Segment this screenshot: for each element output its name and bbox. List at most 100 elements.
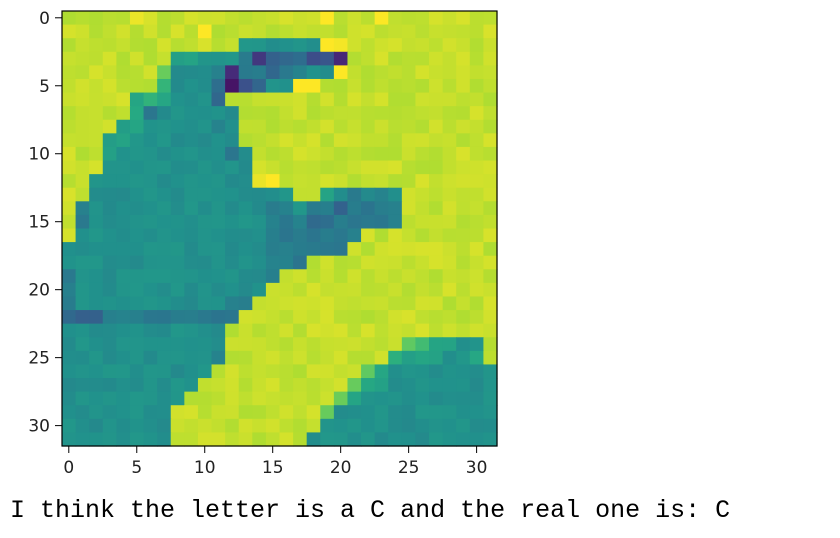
heatmap-cell (374, 255, 389, 270)
heatmap-cell (361, 38, 376, 53)
heatmap-cell (75, 51, 90, 66)
heatmap-cell (184, 133, 199, 148)
heatmap-cell (116, 78, 131, 94)
heatmap-cell (252, 269, 267, 284)
heatmap-cell (157, 405, 172, 420)
heatmap-cell (265, 323, 281, 338)
heatmap-cell (361, 378, 376, 393)
heatmap-cell (157, 337, 172, 352)
heatmap-cell (225, 65, 240, 80)
heatmap-cell (265, 255, 281, 270)
heatmap-cell (265, 296, 281, 311)
heatmap-cell (320, 78, 335, 94)
heatmap-cell (143, 432, 158, 447)
heatmap-cell (333, 92, 349, 107)
heatmap-cell (157, 65, 172, 80)
heatmap-cell (157, 187, 172, 202)
heatmap-cell (401, 255, 417, 270)
heatmap-cell (89, 310, 104, 325)
heatmap-cell (211, 106, 226, 121)
heatmap-cell (129, 337, 145, 352)
heatmap-cell (62, 65, 77, 80)
heatmap-cell (374, 337, 389, 352)
heatmap-cell (184, 24, 199, 39)
heatmap-cell (333, 418, 349, 433)
heatmap-cell (415, 119, 430, 134)
heatmap-cell (129, 65, 145, 80)
heatmap-cell (401, 282, 417, 298)
heatmap-cell (429, 364, 444, 379)
heatmap-cell (157, 106, 172, 121)
heatmap-cell (279, 350, 294, 366)
heatmap-cell (238, 24, 253, 39)
heatmap-cell (293, 24, 308, 39)
heatmap-cell (252, 11, 267, 26)
heatmap-cell (347, 432, 362, 447)
heatmap-cell (143, 269, 158, 284)
heatmap-cell (116, 51, 131, 66)
heatmap-cell (456, 405, 471, 420)
heatmap-cell (279, 38, 294, 53)
heatmap-cell (116, 337, 131, 352)
heatmap-cell (279, 337, 294, 352)
heatmap-cell (157, 323, 172, 338)
heatmap-cell (265, 119, 281, 134)
heatmap-cell (388, 296, 403, 311)
heatmap-cell (415, 255, 430, 270)
heatmap-cell (143, 350, 158, 366)
heatmap-cell (116, 391, 131, 406)
heatmap-cell (374, 364, 389, 379)
heatmap-cell (429, 65, 444, 80)
heatmap-cell (374, 405, 389, 420)
heatmap-cell (333, 160, 349, 175)
heatmap-cell (374, 350, 389, 366)
heatmap-cell (252, 214, 267, 230)
heatmap-cell (252, 119, 267, 134)
heatmap-cell (483, 242, 498, 257)
heatmap-cell (184, 405, 199, 420)
heatmap-cell (184, 378, 199, 393)
heatmap-cell (211, 228, 226, 243)
heatmap-cell (333, 269, 349, 284)
heatmap-cell (129, 92, 145, 107)
heatmap-cell (374, 119, 389, 134)
heatmap-cell (157, 228, 172, 243)
x-tick-label: 0 (63, 458, 74, 478)
heatmap-cell (388, 364, 403, 379)
heatmap-cell (333, 133, 349, 148)
heatmap-cell (143, 174, 158, 189)
heatmap-cell (129, 133, 145, 148)
heatmap-cell (157, 214, 172, 230)
heatmap-cell (320, 337, 335, 352)
heatmap-cell (116, 269, 131, 284)
heatmap-cell (361, 106, 376, 121)
heatmap-cell (197, 418, 213, 433)
heatmap-cell (170, 364, 185, 379)
x-tick-label: 10 (194, 458, 216, 478)
heatmap-cell (361, 119, 376, 134)
heatmap-cell (89, 51, 104, 66)
heatmap-cell (75, 106, 90, 121)
heatmap-cell (116, 364, 131, 379)
heatmap-cell (184, 11, 199, 26)
heatmap-cell (374, 214, 389, 230)
heatmap-cell (456, 160, 471, 175)
heatmap-cell (306, 350, 321, 366)
heatmap-cell (184, 432, 199, 447)
heatmap-cell (279, 106, 294, 121)
heatmap-cell (265, 146, 281, 162)
heatmap-cell (116, 11, 131, 26)
heatmap-cell (401, 51, 417, 66)
heatmap-cell (238, 269, 253, 284)
heatmap-cell (143, 119, 158, 134)
heatmap-cell (116, 187, 131, 202)
heatmap-cell (306, 51, 321, 66)
heatmap-cell (483, 106, 498, 121)
heatmap-cell (143, 418, 158, 433)
heatmap-cell (306, 24, 321, 39)
heatmap-cell (347, 106, 362, 121)
heatmap-cell (442, 337, 457, 352)
heatmap-cell (75, 187, 90, 202)
heatmap-cell (388, 228, 403, 243)
heatmap-cell (347, 146, 362, 162)
